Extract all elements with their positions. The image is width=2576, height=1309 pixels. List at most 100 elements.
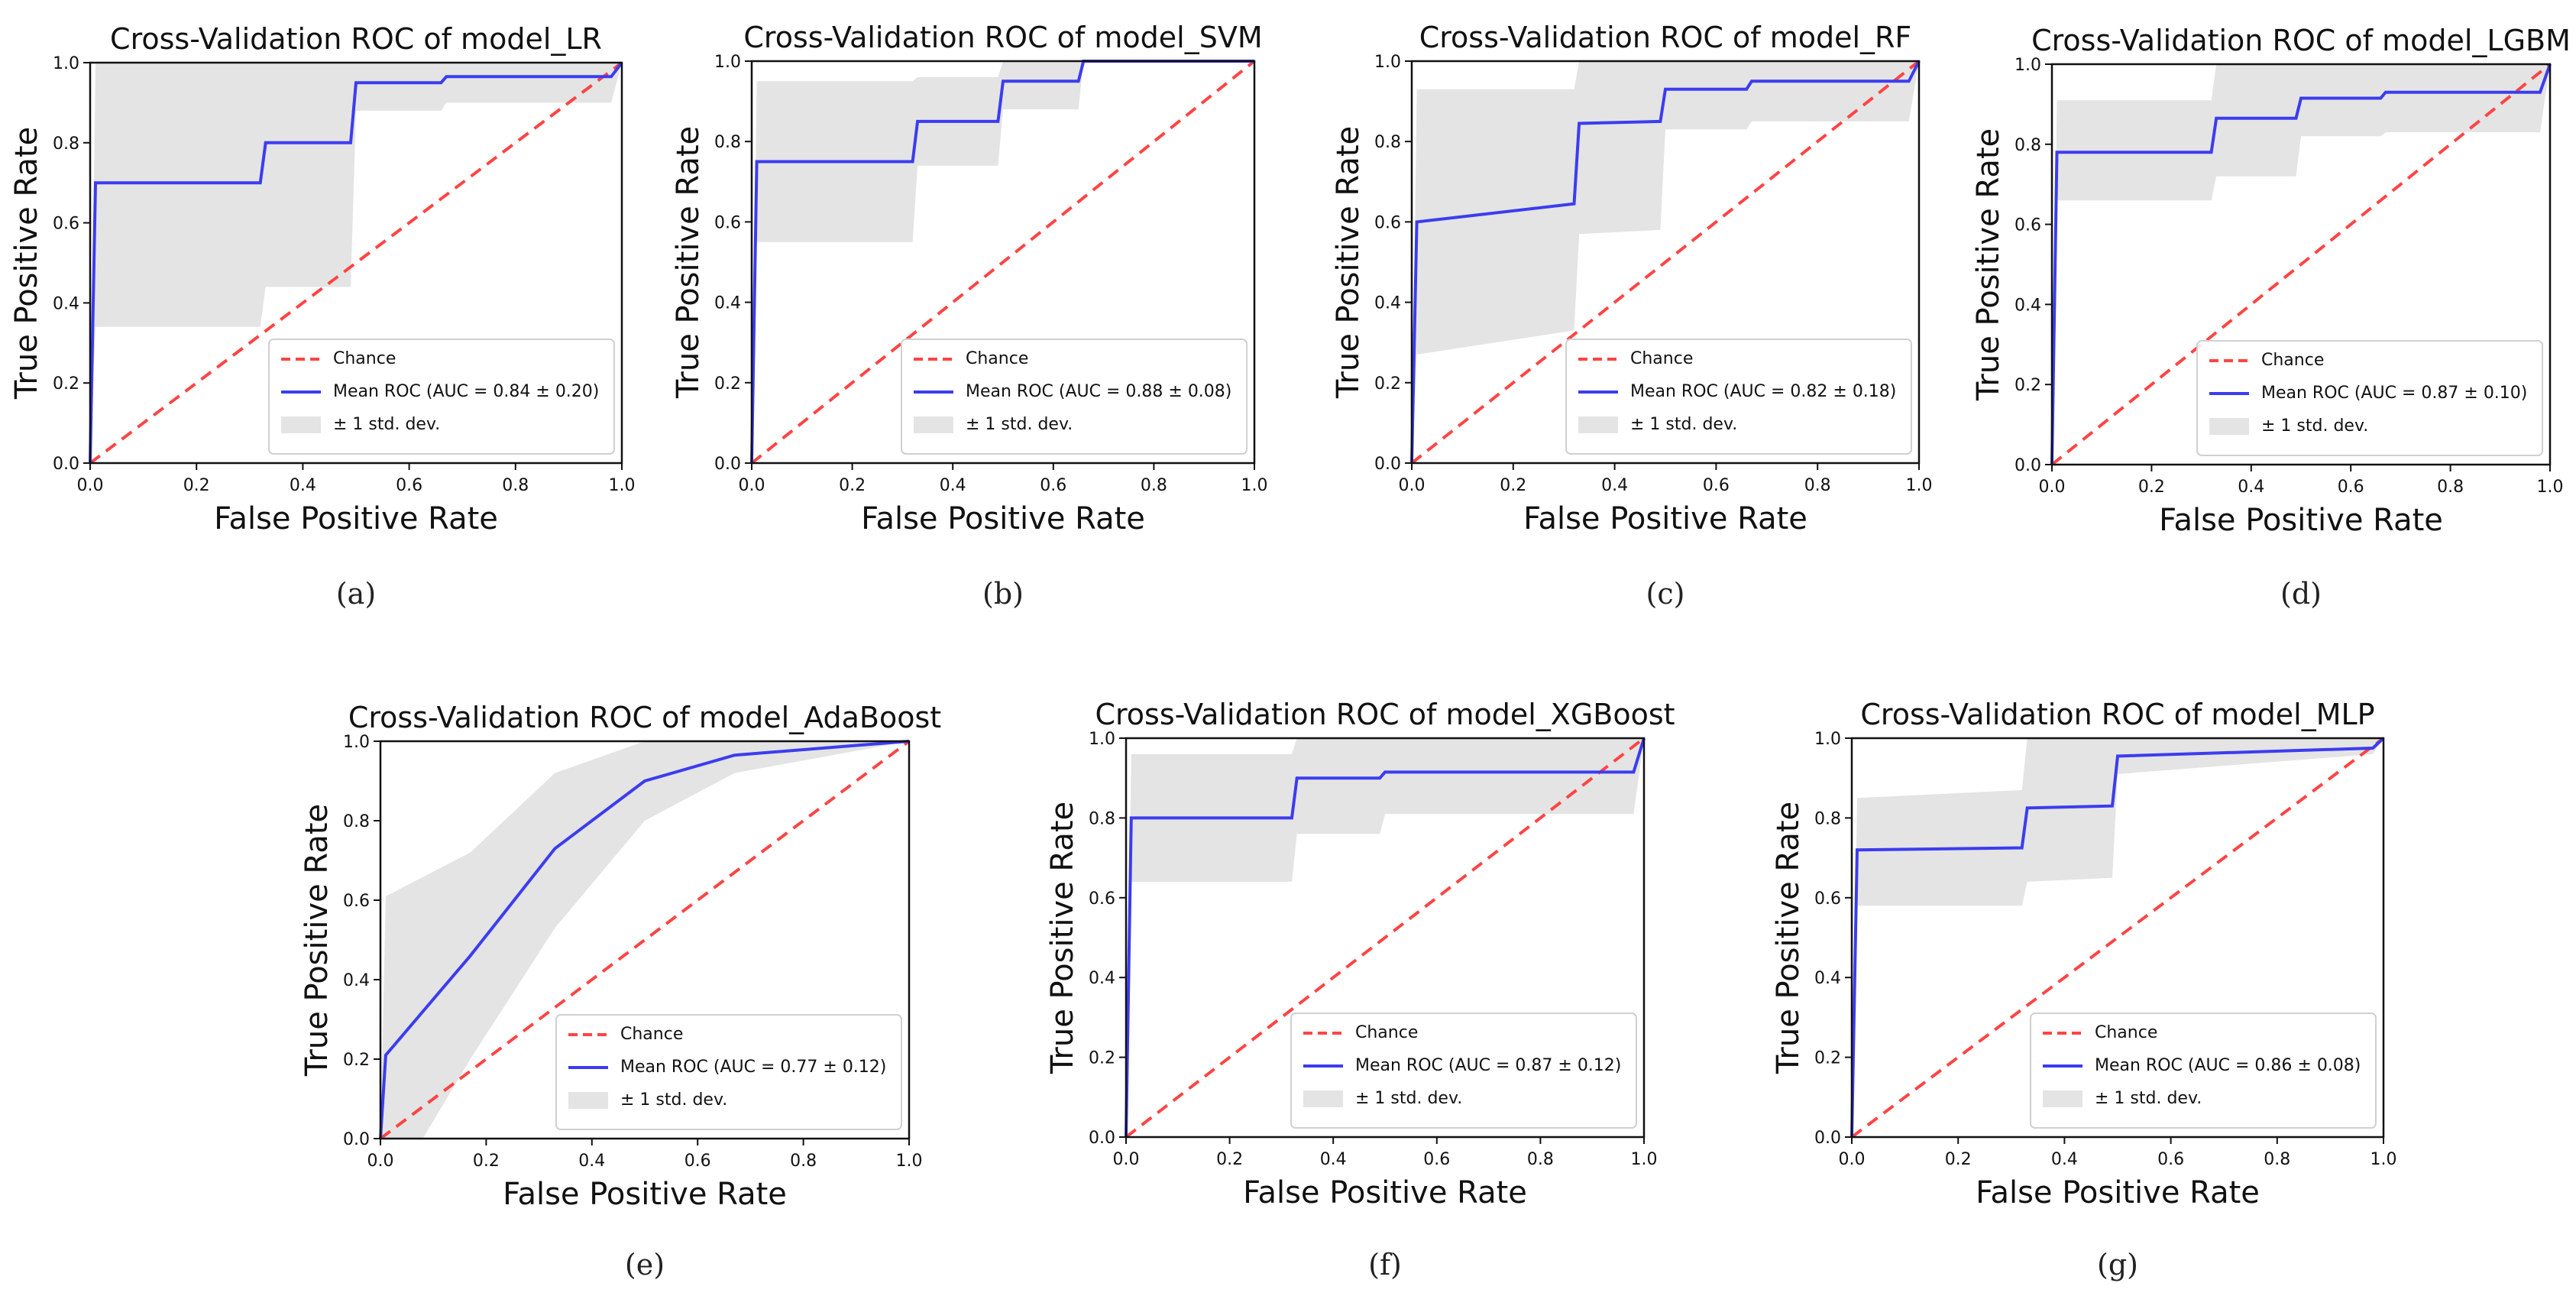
x-tick-label: 0.8 — [1527, 1150, 1554, 1169]
y-tick-label: 1.0 — [343, 733, 370, 752]
x-tick-label: 0.0 — [739, 476, 765, 495]
roc-panel-3: 0.0 0.2 0.4 0.6 0.8 1.0 0.0 0.2 0.4 0.6 0.8 1.0 Cros… — [1331, 21, 1933, 611]
roc-panel-6: 0.0 0.2 0.4 0.6 0.8 1.00.00.20.40.60.81.0Cros… — [1045, 698, 1675, 1281]
x-tick-label: 1.0 — [609, 476, 636, 495]
legend-entry: Chance — [966, 349, 1028, 368]
y-tick-label: 0.2 — [2015, 376, 2041, 395]
legend-entry: Chance — [2261, 351, 2324, 370]
x-tick-label: 0.2 — [2138, 478, 2165, 497]
x-tick-label: 0.0 — [1113, 1150, 1140, 1169]
legend-entry: Chance — [333, 349, 396, 368]
x-tick-label: 0.4 — [1601, 476, 1628, 495]
legend-band-swatch — [1303, 1090, 1343, 1107]
mean-roc-line — [1850, 737, 2385, 1138]
x-tick-label: 0.2 — [183, 476, 210, 495]
chart-title: Cross-Validation ROC of model_XGBoost — [1095, 698, 1675, 731]
x-tick-label: 1.0 — [2371, 1150, 2397, 1169]
x-tick-label: 1.0 — [1631, 1150, 1658, 1169]
x-tick-label: 0.8 — [2437, 478, 2464, 497]
chance-line — [89, 61, 623, 465]
y-tick-label: 0.4 — [1374, 294, 1401, 313]
legend-entry: Chance — [1630, 349, 1693, 368]
x-axis-label: False Positive Rate — [503, 1177, 787, 1212]
roc-panel-4: 0.0 0.2 0.4 0.6 0.8 1.00.00.20.40.60.81.0Cros… — [1971, 24, 2571, 611]
mean-roc-line — [1125, 737, 1646, 1138]
y-tick-label: 0.2 — [343, 1051, 370, 1070]
y-tick-label: 0.4 — [1089, 969, 1115, 988]
x-tick-label: 0.4 — [940, 476, 966, 495]
legend: Chance Mean ROC (AUC = 0.84 ± 0.20) ± 1 st… — [268, 339, 615, 455]
x-tick-label: 0.8 — [2264, 1150, 2290, 1169]
x-tick-label: 0.8 — [790, 1152, 817, 1171]
panel-label: (g) — [2097, 1248, 2138, 1281]
legend-entry: ± 1 std. dev. — [333, 415, 440, 434]
chance-line — [1410, 60, 1921, 465]
x-tick-label: 0.2 — [1500, 476, 1526, 495]
x-tick-label: 0.0 — [77, 476, 104, 495]
x-tick-label: 0.2 — [1945, 1150, 1972, 1169]
x-tick-label: 0.4 — [578, 1152, 605, 1171]
x-tick-label: 0.4 — [2238, 478, 2264, 497]
legend-band-swatch — [2043, 1090, 2082, 1107]
y-axis-label: True Positive Rate — [9, 127, 44, 400]
x-tick-label: 0.6 — [2338, 478, 2364, 497]
plot-frame — [750, 60, 1256, 465]
legend-box — [1565, 339, 1912, 455]
legend-entry: ± 1 std. dev. — [2261, 416, 2368, 436]
y-tick-label: 0.6 — [1089, 889, 1115, 909]
y-tick-label: 0.8 — [714, 133, 741, 152]
chance-line — [2050, 63, 2552, 466]
chart-title: Cross-Validation ROC of model_SVM — [743, 21, 1262, 54]
y-tick-label: 0.2 — [53, 374, 79, 394]
legend-band-swatch — [2209, 418, 2249, 435]
chance-line — [379, 740, 911, 1140]
y-tick-label: 0.4 — [714, 294, 741, 313]
legend-entry: Mean ROC (AUC = 0.82 ± 0.18) — [1630, 382, 1896, 401]
x-tick-label: 0.2 — [1216, 1150, 1243, 1169]
legend-entry: Mean ROC (AUC = 0.87 ± 0.12) — [1355, 1056, 1621, 1075]
legend-box — [555, 1014, 902, 1130]
legend-box — [1290, 1013, 1637, 1129]
legend-box — [901, 339, 1248, 455]
y-tick-label: 0.4 — [1814, 969, 1841, 988]
plot-frame — [1410, 60, 1921, 465]
x-tick-label: 0.6 — [2157, 1150, 2184, 1169]
y-tick-label: 1.0 — [1374, 53, 1401, 72]
y-tick-label: 0.4 — [343, 971, 370, 990]
y-tick-label: 0.8 — [53, 134, 79, 154]
y-tick-label: 0.0 — [1814, 1129, 1841, 1148]
legend-entry: Mean ROC (AUC = 0.86 ± 0.08) — [2095, 1056, 2361, 1075]
y-tick-label: 0.8 — [1374, 133, 1401, 152]
x-tick-label: 0.0 — [2039, 478, 2066, 497]
chart-title: Cross-Validation ROC of model_LR — [110, 22, 602, 56]
panel-label: (b) — [982, 577, 1024, 611]
plot-frame — [1125, 737, 1646, 1139]
y-tick-label: 0.2 — [1374, 374, 1401, 394]
legend-entry: Mean ROC (AUC = 0.84 ± 0.20) — [333, 382, 599, 401]
x-axis-label: False Positive Rate — [214, 501, 498, 536]
y-axis-label: True Positive Rate — [1045, 802, 1080, 1074]
y-tick-label: 0.6 — [1814, 889, 1841, 909]
x-tick-label: 0.4 — [290, 476, 316, 495]
y-tick-label: 0.8 — [343, 812, 370, 831]
legend-entry: ± 1 std. dev. — [620, 1090, 727, 1110]
panel-label: (a) — [336, 577, 376, 611]
y-tick-label: 0.8 — [1814, 809, 1841, 828]
std-band — [90, 63, 622, 463]
x-tick-label: 1.0 — [2537, 478, 2564, 497]
y-tick-label: 0.6 — [53, 215, 79, 234]
chart-title: Cross-Validation ROC of model_RF — [1419, 21, 1912, 54]
chart-title: Cross-Validation ROC of model_MLP — [1860, 698, 2374, 731]
y-tick-label: 0.2 — [714, 374, 741, 394]
plot-frame — [2050, 63, 2552, 466]
legend-entry: Chance — [2095, 1023, 2157, 1042]
legend-box — [268, 339, 615, 455]
legend-entry: ± 1 std. dev. — [1630, 415, 1737, 434]
chance-line — [1125, 737, 1646, 1139]
y-tick-label: 1.0 — [1089, 730, 1115, 749]
legend-entry: ± 1 std. dev. — [966, 415, 1073, 434]
panel-label: (d) — [2280, 577, 2322, 611]
plot-frame — [89, 61, 623, 465]
legend-band-swatch — [281, 416, 321, 433]
